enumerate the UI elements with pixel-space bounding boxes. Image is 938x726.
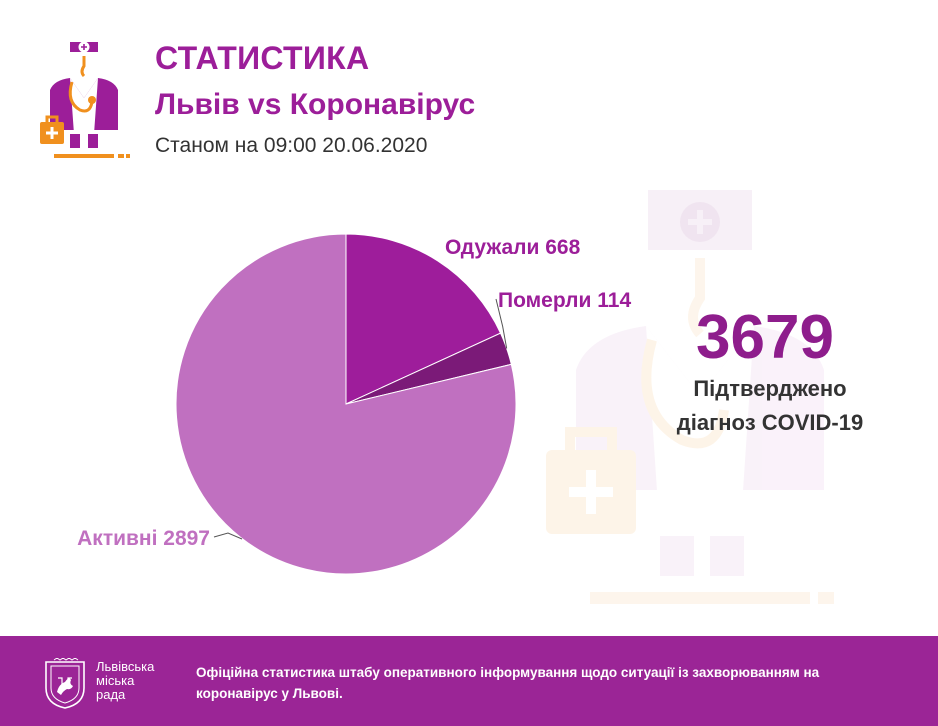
slice-label: Активні 2897 [77, 527, 210, 550]
org-line2: міська [96, 673, 135, 688]
total-cases: 3679 [696, 303, 834, 372]
pie-slice [345, 233, 502, 405]
confirmed-label-line2: діагноз COVID-19 [676, 410, 864, 435]
date-line: Станом на 09:00 20.06.2020 [155, 134, 428, 157]
slice-label: Померли 114 [498, 289, 631, 312]
leader-line [213, 532, 243, 540]
page-subtitle: Львів vs Коронавірус [155, 88, 476, 121]
org-line3: рада [96, 687, 126, 702]
confirmed-label-line1: Підтверджено [693, 376, 847, 401]
confirmed-label: Підтверджено діагноз COVID-19 [655, 372, 885, 440]
pie-slice [175, 233, 517, 575]
leader-line [495, 298, 508, 349]
city-council-name: Львівська міська рада [96, 660, 176, 702]
doctor-icon [40, 41, 130, 158]
footer: Львівська міська рада Офіційна статистик… [0, 636, 938, 726]
lviv-crest-icon [45, 658, 85, 709]
doctor-watermark-icon [546, 190, 834, 604]
org-line1: Львівська [96, 659, 155, 674]
footer-text: Офіційна статистика штабу оперативного і… [196, 665, 820, 701]
slice-label: Одужали 668 [445, 236, 581, 259]
page-title: СТАТИСТИКА [155, 40, 370, 76]
